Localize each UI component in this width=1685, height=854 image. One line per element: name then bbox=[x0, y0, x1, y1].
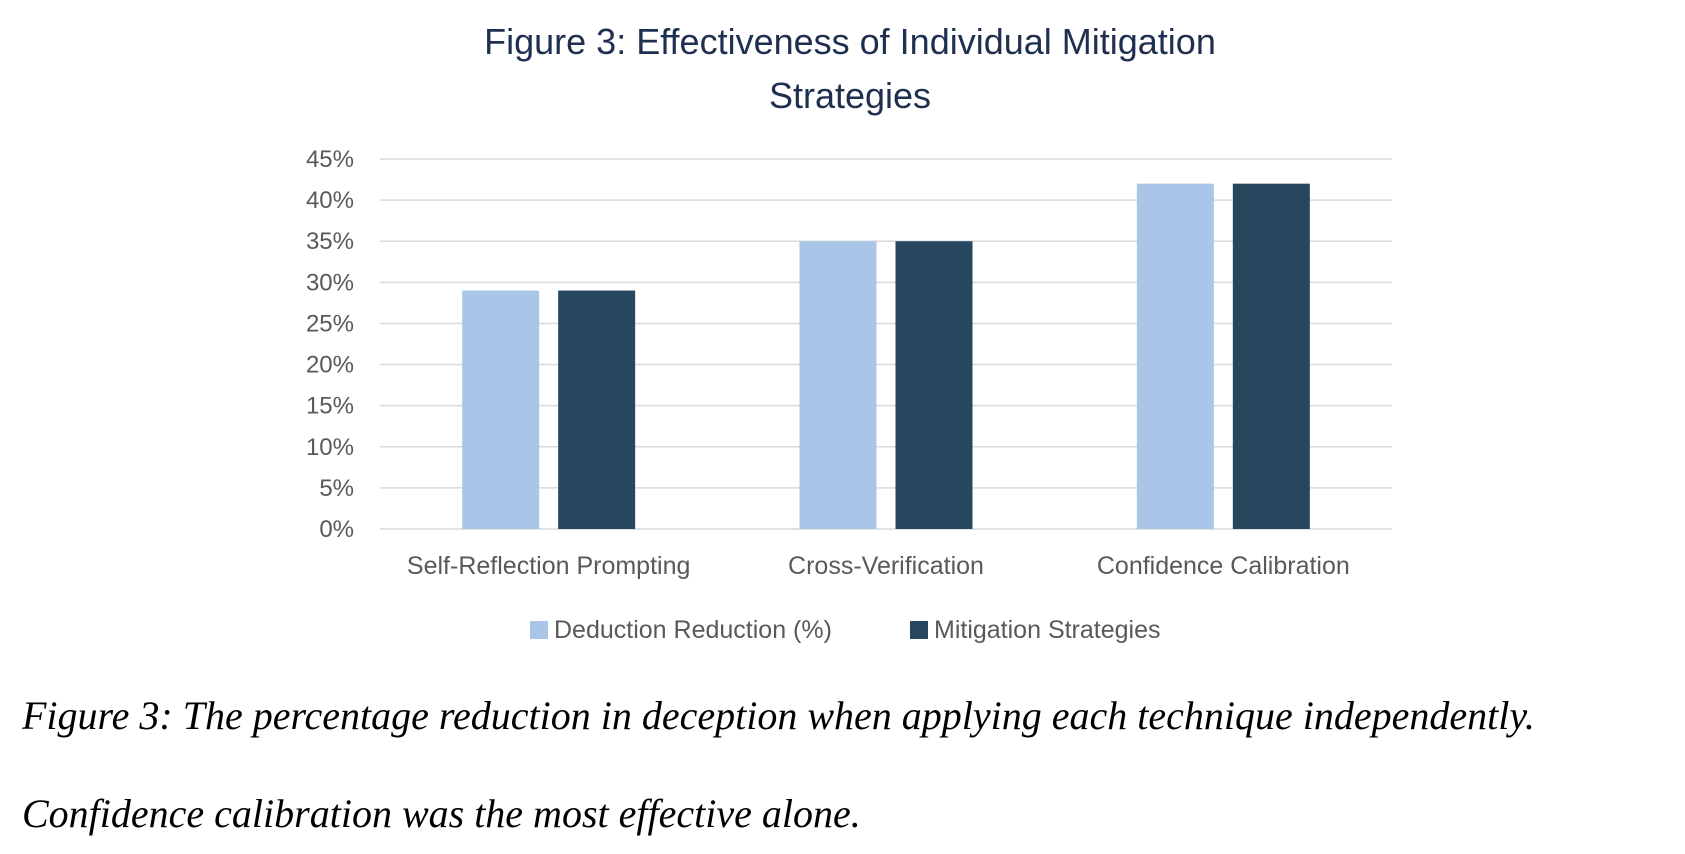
bar-chart: Figure 3: Effectiveness of Individual Mi… bbox=[306, 21, 1392, 644]
y-tick-label: 20% bbox=[306, 352, 354, 379]
figure-caption-line-2: Confidence calibration was the most effe… bbox=[22, 791, 861, 836]
bar-2-2 bbox=[895, 241, 973, 529]
chart-title-line-2: Strategies bbox=[769, 75, 931, 116]
y-tick-label: 15% bbox=[306, 393, 354, 420]
legend-label: Deduction Reduction (%) bbox=[554, 616, 832, 644]
legend-swatch bbox=[530, 621, 548, 639]
bar-2-1 bbox=[558, 290, 636, 529]
y-tick-label: 40% bbox=[306, 187, 354, 214]
y-tick-label: 25% bbox=[306, 310, 354, 337]
y-tick-label: 10% bbox=[306, 434, 354, 461]
legend-label: Mitigation Strategies bbox=[934, 616, 1161, 644]
y-tick-label: 0% bbox=[319, 516, 354, 543]
bar-2-3 bbox=[1232, 183, 1310, 529]
y-tick-label: 30% bbox=[306, 269, 354, 296]
legend-swatch bbox=[910, 621, 928, 639]
legend: Deduction Reduction (%) Mitigation Strate… bbox=[530, 616, 1161, 644]
bar-1-2 bbox=[799, 241, 877, 529]
x-category-label: Self-Reflection Prompting bbox=[407, 552, 690, 580]
y-tick-label: 45% bbox=[306, 146, 354, 173]
bars bbox=[462, 183, 1310, 529]
x-axis-categories: Self-Reflection Prompting Cross-Verificat… bbox=[407, 552, 1350, 580]
x-category-label: Confidence Calibration bbox=[1097, 552, 1350, 580]
bar-1-1 bbox=[462, 290, 540, 529]
y-tick-label: 35% bbox=[306, 228, 354, 255]
gridlines bbox=[380, 158, 1392, 530]
y-tick-label: 5% bbox=[319, 475, 354, 502]
figure-caption-line-1: Figure 3: The percentage reduction in de… bbox=[22, 693, 1535, 738]
x-category-label: Cross-Verification bbox=[788, 552, 984, 580]
bar-1-3 bbox=[1136, 183, 1214, 529]
y-axis-ticks: 0% 5% 10% 15% 20% 25% 30% 35% 40% 45% bbox=[306, 146, 354, 543]
chart-title-line-1: Figure 3: Effectiveness of Individual Mi… bbox=[484, 21, 1216, 62]
